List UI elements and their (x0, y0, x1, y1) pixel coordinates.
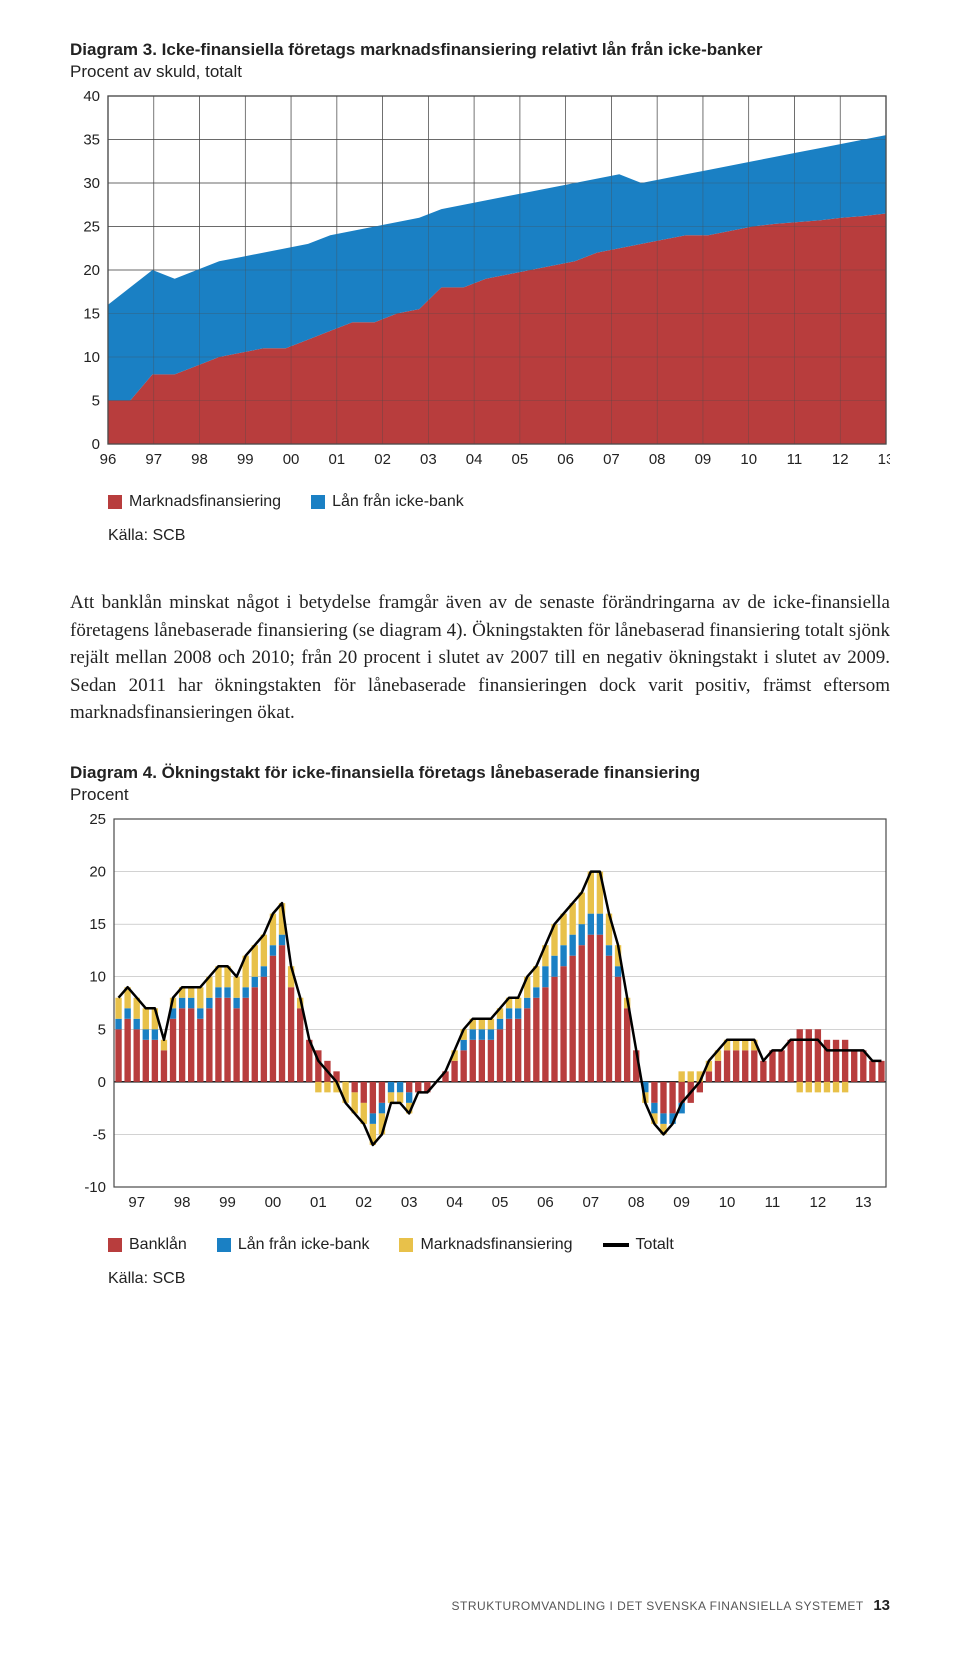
svg-text:06: 06 (537, 1194, 554, 1211)
svg-text:15: 15 (83, 306, 100, 323)
legend-swatch (108, 495, 122, 509)
svg-text:97: 97 (145, 451, 162, 468)
svg-text:20: 20 (83, 262, 100, 279)
chart4-svg: -10-505101520259798990001020304050607080… (70, 813, 890, 1213)
legend-label: Lån från icke-bank (332, 493, 464, 511)
svg-text:99: 99 (219, 1194, 236, 1211)
legend-item: Lån från icke-bank (217, 1236, 370, 1254)
legend-item: Marknadsfinansiering (399, 1236, 572, 1254)
page-footer: STRUKTUROMVANDLING I DET SVENSKA FINANSI… (452, 1597, 890, 1614)
legend-label: Banklån (129, 1236, 187, 1254)
svg-text:02: 02 (355, 1194, 372, 1211)
svg-text:09: 09 (673, 1194, 690, 1211)
svg-text:13: 13 (878, 451, 890, 468)
chart3-block: Diagram 3. Icke-finansiella företags mar… (70, 40, 890, 545)
chart4-source: Källa: SCB (108, 1270, 890, 1288)
svg-text:35: 35 (83, 132, 100, 149)
svg-text:08: 08 (649, 451, 666, 468)
svg-text:96: 96 (100, 451, 117, 468)
legend-swatch (108, 1238, 122, 1252)
legend-label: Marknadsfinansiering (129, 493, 281, 511)
footer-text: STRUKTUROMVANDLING I DET SVENSKA FINANSI… (452, 1599, 864, 1613)
svg-text:07: 07 (603, 451, 620, 468)
legend-item: Marknadsfinansiering (108, 493, 281, 511)
body-paragraph: Att banklån minskat något i betydelse fr… (70, 589, 890, 727)
legend-swatch (311, 495, 325, 509)
svg-text:25: 25 (89, 813, 106, 828)
svg-text:0: 0 (98, 1074, 106, 1091)
svg-text:05: 05 (492, 1194, 509, 1211)
svg-text:12: 12 (832, 451, 849, 468)
svg-text:11: 11 (787, 451, 803, 468)
svg-text:10: 10 (740, 451, 757, 468)
svg-text:-5: -5 (93, 1126, 106, 1143)
chart3-title: Diagram 3. Icke-finansiella företags mar… (70, 40, 890, 60)
svg-text:03: 03 (420, 451, 437, 468)
chart4-title-prefix: Diagram 4. (70, 763, 157, 782)
legend-item: Totalt (603, 1236, 674, 1254)
svg-text:09: 09 (695, 451, 712, 468)
svg-text:15: 15 (89, 916, 106, 933)
svg-text:04: 04 (446, 1194, 463, 1211)
svg-text:12: 12 (810, 1194, 827, 1211)
chart3-plot: 0510152025303540969798990001020304050607… (70, 90, 890, 475)
svg-text:10: 10 (719, 1194, 736, 1211)
svg-text:99: 99 (237, 451, 254, 468)
page-number: 13 (873, 1597, 890, 1614)
chart4-title: Diagram 4. Ökningstakt för icke-finansie… (70, 763, 890, 783)
svg-text:5: 5 (92, 393, 100, 410)
svg-text:13: 13 (855, 1194, 872, 1211)
chart4-legend: Banklån Lån från icke-bank Marknadsfinansi… (108, 1236, 890, 1254)
svg-text:-10: -10 (84, 1179, 106, 1196)
legend-item: Lån från icke-bank (311, 493, 464, 511)
svg-text:10: 10 (83, 349, 100, 366)
chart3-source: Källa: SCB (108, 527, 890, 545)
legend-line-swatch (603, 1243, 629, 1247)
svg-text:02: 02 (374, 451, 391, 468)
legend-swatch (217, 1238, 231, 1252)
svg-text:20: 20 (89, 863, 106, 880)
chart4-title-rest: Ökningstakt för icke-finansiella företag… (157, 763, 700, 782)
svg-text:01: 01 (310, 1194, 327, 1211)
svg-text:00: 00 (283, 451, 300, 468)
svg-text:10: 10 (89, 968, 106, 985)
chart4-block: Diagram 4. Ökningstakt för icke-finansie… (70, 763, 890, 1288)
svg-text:40: 40 (83, 90, 100, 105)
svg-text:01: 01 (328, 451, 345, 468)
chart3-title-prefix: Diagram 3. (70, 40, 157, 59)
svg-text:97: 97 (128, 1194, 145, 1211)
svg-text:25: 25 (83, 219, 100, 236)
svg-text:08: 08 (628, 1194, 645, 1211)
svg-text:03: 03 (401, 1194, 418, 1211)
svg-text:98: 98 (174, 1194, 191, 1211)
chart3-svg: 0510152025303540969798990001020304050607… (70, 90, 890, 470)
chart4-plot: -10-505101520259798990001020304050607080… (70, 813, 890, 1218)
legend-label: Lån från icke-bank (238, 1236, 370, 1254)
legend-item: Banklån (108, 1236, 187, 1254)
legend-swatch (399, 1238, 413, 1252)
svg-text:05: 05 (512, 451, 529, 468)
chart3-title-rest: Icke-finansiella företags marknadsfinans… (157, 40, 763, 59)
svg-text:06: 06 (557, 451, 574, 468)
chart3-subtitle: Procent av skuld, totalt (70, 62, 890, 82)
svg-text:04: 04 (466, 451, 483, 468)
svg-text:98: 98 (191, 451, 208, 468)
chart3-legend: Marknadsfinansiering Lån från icke-bank (108, 493, 890, 511)
svg-text:30: 30 (83, 175, 100, 192)
chart4-subtitle: Procent (70, 785, 890, 805)
svg-text:07: 07 (582, 1194, 599, 1211)
svg-text:00: 00 (265, 1194, 282, 1211)
legend-label: Marknadsfinansiering (420, 1236, 572, 1254)
legend-label: Totalt (636, 1236, 674, 1254)
svg-text:5: 5 (98, 1021, 106, 1038)
svg-text:11: 11 (765, 1194, 781, 1211)
